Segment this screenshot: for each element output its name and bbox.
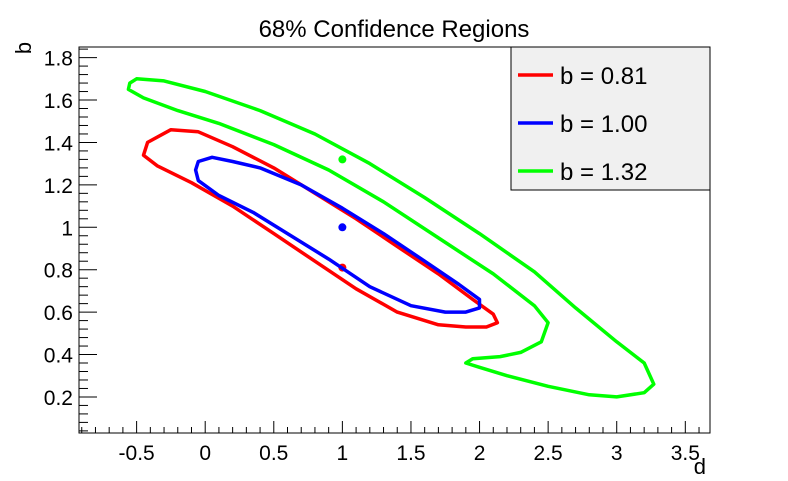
x-tick-label: 3 <box>611 442 623 465</box>
legend: b = 0.81 b = 1.00 b = 1.32 <box>510 46 711 191</box>
y-tick-label: 1 <box>61 217 73 240</box>
y-tick-label: 1.2 <box>44 175 73 198</box>
plot-frame <box>78 46 711 434</box>
y-tick-label: 1.8 <box>44 48 73 71</box>
y-tick-label: 0.6 <box>44 302 73 325</box>
x-axis-title: d <box>694 454 706 479</box>
plot-area <box>126 77 656 399</box>
y-tick-label: 1.6 <box>44 90 73 113</box>
chart-title: 68% Confidence Regions <box>259 16 530 43</box>
legend-label-1: b = 1.00 <box>560 111 647 138</box>
legend-label-0: b = 0.81 <box>560 63 647 90</box>
x-tick-label: 1.5 <box>396 442 425 465</box>
best-fit-point-2 <box>338 155 347 164</box>
x-tick-label: 2 <box>474 442 486 465</box>
contour-series-2 <box>126 77 656 399</box>
y-tick-label: 0.8 <box>44 260 73 283</box>
y-tick-label: 0.4 <box>44 345 74 368</box>
x-tick-label: 0.5 <box>259 442 288 465</box>
x-tick-label: 2.5 <box>534 442 563 465</box>
x-axis: -0.5 0 0.5 1 1.5 2 2.5 3 3.5 <box>81 421 700 465</box>
x-tick-label: -0.5 <box>119 442 155 465</box>
legend-box <box>510 46 711 191</box>
contour-series-1 <box>193 155 482 314</box>
x-tick-label: 3.5 <box>671 442 700 465</box>
y-axis-title: b <box>11 42 36 54</box>
contour-series-0 <box>141 127 500 329</box>
best-fit-point-1 <box>338 223 347 232</box>
y-tick-label: 1.4 <box>44 132 74 155</box>
legend-label-2: b = 1.32 <box>560 159 647 186</box>
y-axis: 0.2 0.4 0.6 0.8 1 1.2 1.4 1.6 1.8 <box>44 48 97 432</box>
y-tick-label: 0.2 <box>44 387 73 410</box>
x-tick-label: 0 <box>199 442 211 465</box>
x-tick-label: 1 <box>337 442 349 465</box>
